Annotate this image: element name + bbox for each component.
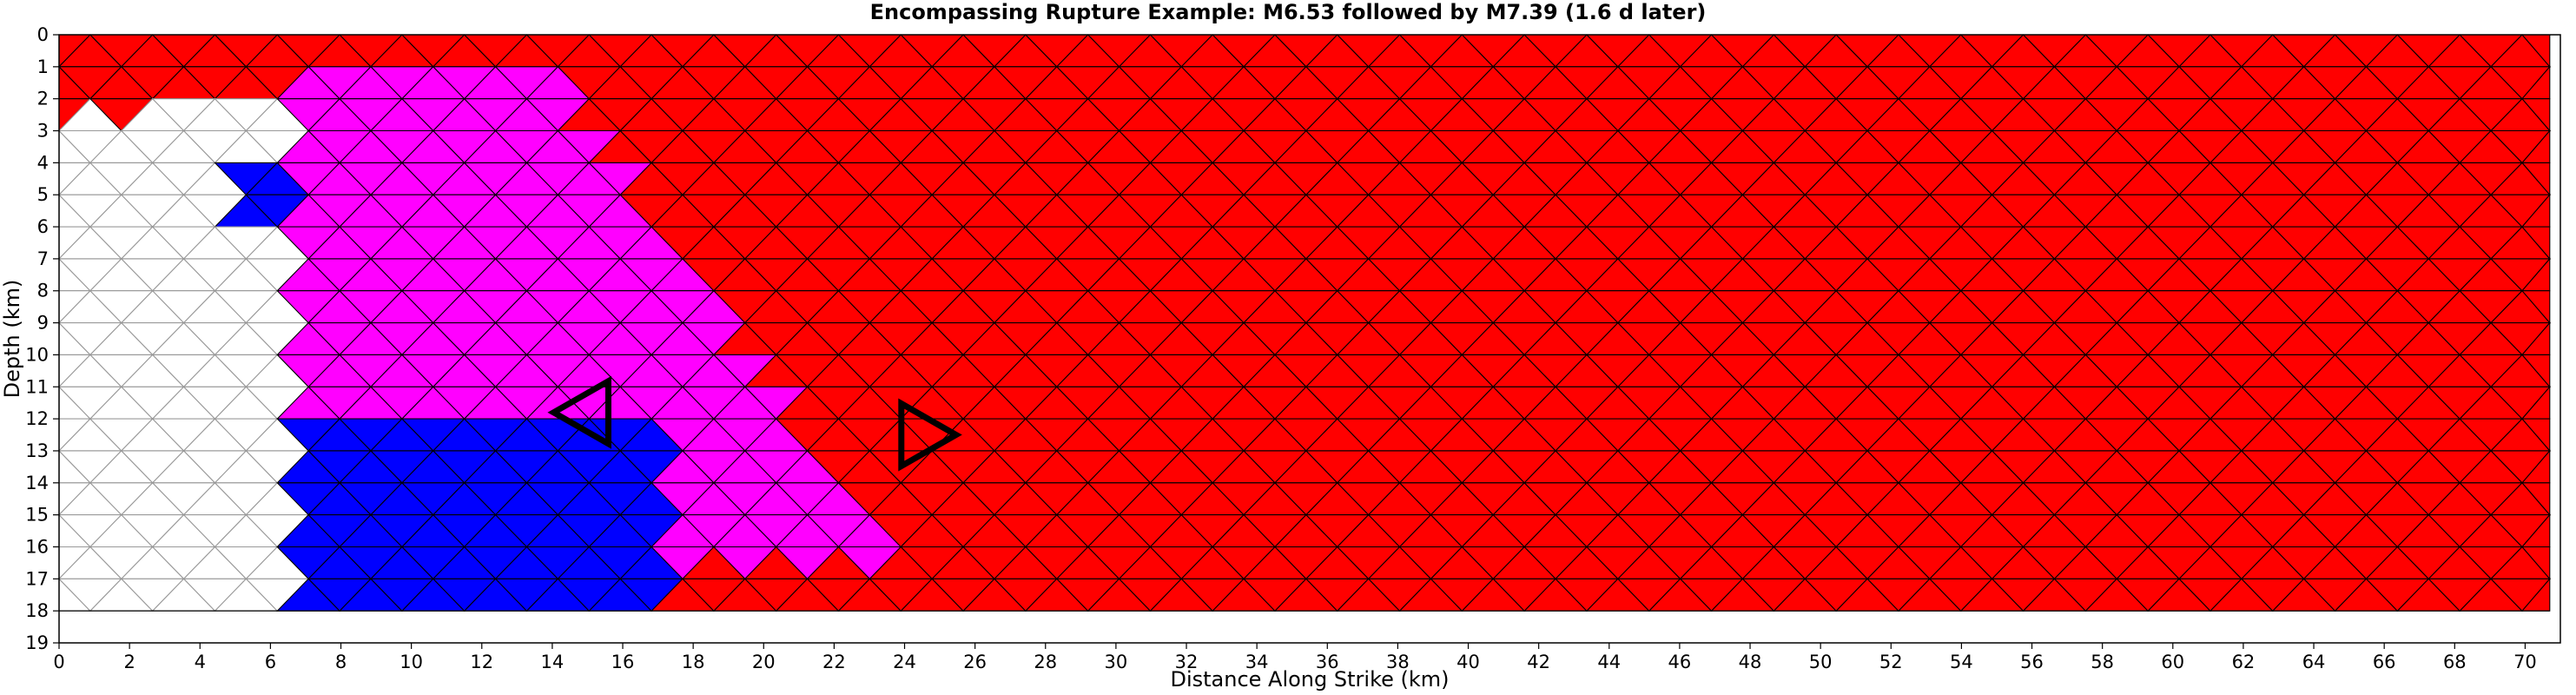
- y-tick-label: 6: [37, 216, 49, 237]
- y-tick-label: 9: [37, 313, 49, 334]
- y-tick-label: 12: [25, 408, 49, 429]
- x-tick-label: 6: [265, 652, 276, 672]
- x-tick-label: 34: [1245, 652, 1269, 672]
- hypocenter-second-event: [898, 398, 962, 472]
- plot-frame: [58, 34, 2561, 644]
- x-tick-label: 22: [822, 652, 846, 672]
- y-tick-label: 18: [25, 600, 49, 621]
- y-tick-label: 15: [25, 505, 49, 526]
- x-tick-label: 62: [2232, 652, 2256, 672]
- x-tick-label: 4: [195, 652, 206, 672]
- x-tick-label: 18: [682, 652, 705, 672]
- x-tick-label: 52: [1879, 652, 1903, 672]
- y-tick-label: 1: [37, 56, 49, 77]
- x-tick-label: 48: [1739, 652, 1762, 672]
- x-axis-label: Distance Along Strike (km): [1170, 667, 1449, 692]
- y-tick-label: 5: [37, 184, 49, 205]
- mesh-cell-second-event: [2520, 98, 2551, 132]
- x-tick-label: 0: [53, 652, 64, 672]
- y-tick-label: 17: [25, 568, 49, 589]
- y-tick-label: 8: [37, 281, 49, 301]
- x-tick-label: 38: [1386, 652, 1410, 672]
- x-tick-label: 2: [123, 652, 135, 672]
- x-tick-label: 30: [1105, 652, 1128, 672]
- hypocenter-markers: [547, 375, 962, 472]
- mesh-cells: [57, 34, 2552, 612]
- x-tick-label: 10: [400, 652, 423, 672]
- x-tick-label: 26: [963, 652, 987, 672]
- chart-title: Encompassing Rupture Example: M6.53 foll…: [870, 0, 1707, 24]
- mesh-cell-second-event: [2520, 482, 2551, 517]
- x-tick-label: 60: [2161, 652, 2184, 672]
- x-tick-label: 58: [2091, 652, 2114, 672]
- x-tick-label: 32: [1175, 652, 1199, 672]
- mesh-cell-second-event: [2520, 290, 2551, 325]
- y-tick-label: 13: [25, 440, 49, 461]
- y-tick-label: 10: [25, 344, 49, 365]
- x-tick-label: 46: [1668, 652, 1692, 672]
- x-tick-label: 44: [1597, 652, 1621, 672]
- x-tick-label: 56: [2020, 652, 2044, 672]
- x-tick-label: 50: [1809, 652, 1833, 672]
- y-tick-label: 4: [37, 152, 49, 173]
- x-tick-label: 12: [470, 652, 493, 672]
- x-tick-label: 64: [2302, 652, 2326, 672]
- mesh-cell-second-event: [2520, 418, 2551, 453]
- x-tick-label: 36: [1316, 652, 1339, 672]
- x-tick-label: 24: [893, 652, 916, 672]
- mesh-cell-second-event: [2520, 546, 2551, 580]
- y-tick-label: 14: [25, 473, 49, 493]
- y-tick-label: 16: [25, 536, 49, 557]
- y-tick-label: 3: [37, 121, 49, 142]
- x-tick-label: 20: [752, 652, 776, 672]
- x-tick-label: 8: [335, 652, 347, 672]
- y-tick-label: 0: [37, 24, 49, 45]
- x-tick-label: 40: [1456, 652, 1480, 672]
- mesh-cell-second-event: [2520, 226, 2551, 261]
- x-tick-label: 70: [2513, 652, 2537, 672]
- y-tick-label: 2: [37, 89, 49, 109]
- x-tick-label: 16: [611, 652, 635, 672]
- x-tick-label: 68: [2443, 652, 2467, 672]
- x-tick-label: 66: [2373, 652, 2396, 672]
- mesh-cell-second-event: [2520, 354, 2551, 388]
- y-tick-label: 19: [25, 632, 49, 653]
- y-tick-label: 7: [37, 248, 49, 269]
- x-tick-label: 14: [541, 652, 565, 672]
- x-axis: 0 2 4 6 8 10 12 14 16 18 20 22 24 26 28 30 32 34 36 38 40 42 4…: [53, 643, 2537, 672]
- y-tick-label: 11: [25, 376, 49, 397]
- hypocenter-first-event: [547, 375, 611, 449]
- x-tick-label: 42: [1527, 652, 1550, 672]
- y-axis-label: Depth (km): [0, 280, 24, 399]
- mesh-cell-second-event: [2520, 162, 2551, 196]
- x-tick-label: 28: [1034, 652, 1057, 672]
- x-tick-label: 54: [1950, 652, 1973, 672]
